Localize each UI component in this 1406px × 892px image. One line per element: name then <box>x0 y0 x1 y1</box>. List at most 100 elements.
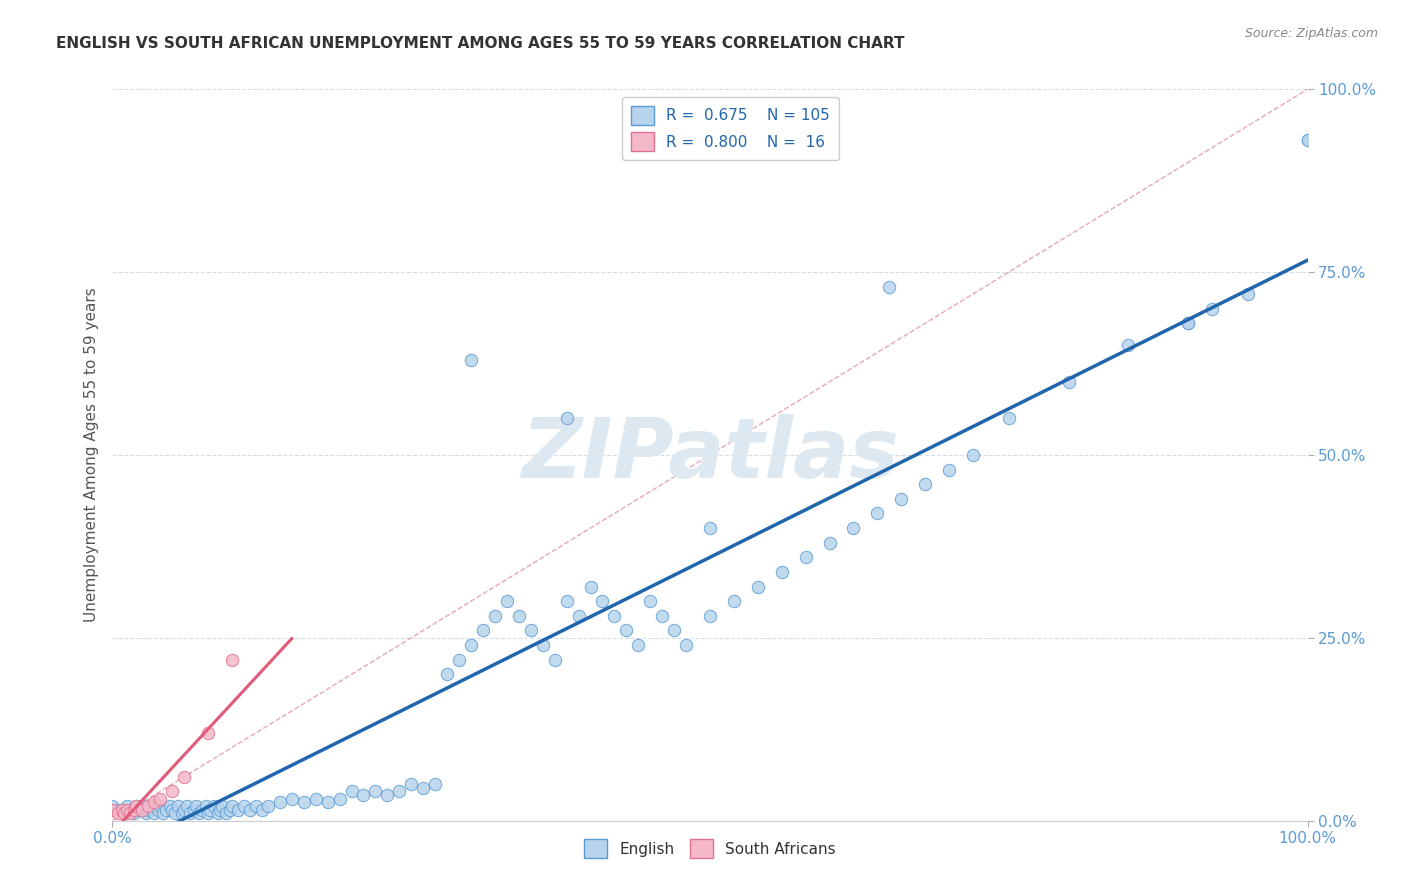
Point <box>138 799 160 814</box>
Point <box>472 624 495 638</box>
Y-axis label: Unemployment Among Ages 55 to 59 years: Unemployment Among Ages 55 to 59 years <box>83 287 98 623</box>
Point <box>555 411 578 425</box>
Point <box>699 521 721 535</box>
Point <box>866 507 889 521</box>
Point <box>131 799 153 814</box>
Point <box>218 803 240 817</box>
Point <box>114 806 135 821</box>
Point <box>460 352 482 367</box>
Point <box>111 803 134 817</box>
Point <box>520 624 543 638</box>
Point <box>197 726 219 740</box>
Point <box>128 803 150 817</box>
Point <box>340 784 363 798</box>
Point <box>938 462 960 476</box>
Point <box>257 799 280 814</box>
Point <box>1237 287 1260 301</box>
Point <box>152 806 174 821</box>
Point <box>215 806 238 821</box>
Point <box>245 799 267 814</box>
Point <box>447 653 470 667</box>
Point <box>555 594 578 608</box>
Point <box>163 806 186 821</box>
Point <box>107 806 129 821</box>
Point <box>281 791 304 805</box>
Point <box>125 799 148 814</box>
Point <box>890 491 912 506</box>
Point <box>107 803 129 817</box>
Point <box>508 608 530 623</box>
Point <box>329 791 352 805</box>
Point <box>842 521 865 535</box>
Point <box>122 806 145 821</box>
Point <box>675 638 697 652</box>
Point <box>592 594 614 608</box>
Point <box>170 806 193 821</box>
Point <box>269 796 291 810</box>
Point <box>139 799 162 814</box>
Point <box>115 799 138 814</box>
Point <box>1201 301 1223 316</box>
Point <box>377 788 399 802</box>
Point <box>316 796 339 810</box>
Point <box>131 803 153 817</box>
Point <box>191 803 214 817</box>
Point <box>364 784 387 798</box>
Point <box>162 784 183 798</box>
Point <box>125 799 148 814</box>
Point <box>143 806 166 821</box>
Point <box>1057 375 1080 389</box>
Point <box>155 803 177 817</box>
Point <box>173 770 195 784</box>
Point <box>250 803 273 817</box>
Point <box>531 638 554 652</box>
Point <box>770 565 793 579</box>
Point <box>425 777 447 791</box>
Text: ENGLISH VS SOUTH AFRICAN UNEMPLOYMENT AMONG AGES 55 TO 59 YEARS CORRELATION CHAR: ENGLISH VS SOUTH AFRICAN UNEMPLOYMENT AM… <box>56 36 904 51</box>
Point <box>1177 316 1199 330</box>
Point <box>651 608 673 623</box>
Point <box>135 806 157 821</box>
Point <box>879 279 901 293</box>
Point <box>1296 133 1319 147</box>
Point <box>723 594 745 608</box>
Point <box>640 594 662 608</box>
Point <box>187 806 209 821</box>
Point <box>412 780 434 795</box>
Point <box>914 477 936 491</box>
Point <box>239 803 262 817</box>
Point <box>114 806 135 821</box>
Point <box>143 796 166 810</box>
Point <box>179 806 201 821</box>
Point <box>173 803 195 817</box>
Point <box>120 803 142 817</box>
Point <box>183 803 205 817</box>
Point <box>167 799 190 814</box>
Point <box>401 777 423 791</box>
Point <box>627 638 650 652</box>
Point <box>122 803 145 817</box>
Point <box>1296 133 1319 147</box>
Text: ZIPatlas: ZIPatlas <box>522 415 898 495</box>
Point <box>818 535 841 549</box>
Point <box>233 799 256 814</box>
Point <box>120 806 142 821</box>
Point <box>101 803 124 817</box>
Point <box>202 799 225 814</box>
Point <box>162 803 183 817</box>
Point <box>149 791 172 805</box>
Point <box>747 580 769 594</box>
Point <box>962 448 984 462</box>
Point <box>207 806 229 821</box>
Point <box>146 803 169 817</box>
Point <box>221 653 243 667</box>
Point <box>221 799 243 814</box>
Point <box>305 791 328 805</box>
Point <box>226 803 249 817</box>
Point <box>101 799 124 814</box>
Legend: English, South Africans: English, South Africans <box>578 833 842 864</box>
Point <box>794 550 817 565</box>
Point <box>197 806 219 821</box>
Point <box>699 608 721 623</box>
Point <box>568 608 591 623</box>
